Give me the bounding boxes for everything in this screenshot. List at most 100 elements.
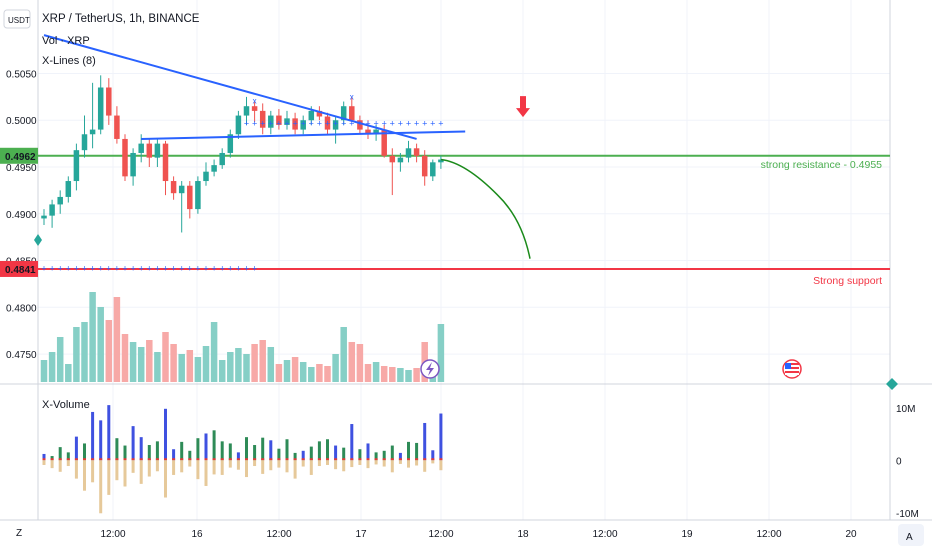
price-badge-label: 0.4962 bbox=[5, 152, 36, 163]
signal-marker: + bbox=[252, 264, 257, 274]
xvolume-mid-tick bbox=[407, 458, 410, 461]
signal-marker: + bbox=[438, 119, 443, 129]
currency-button[interactable]: USDT bbox=[3, 9, 31, 29]
xvolume-mid-tick bbox=[196, 458, 200, 461]
volume-bar bbox=[113, 297, 121, 382]
volume-bar bbox=[186, 350, 194, 382]
xvolume-tick-label: 10M bbox=[896, 404, 915, 415]
a-button-label[interactable]: A bbox=[906, 532, 913, 543]
xvolume-mid-tick bbox=[180, 458, 184, 461]
candle-body bbox=[324, 116, 331, 130]
us-flag-icon[interactable] bbox=[782, 359, 802, 379]
candle-body bbox=[259, 110, 266, 128]
xvolume-up-bar bbox=[342, 447, 346, 461]
xvolume-down-bar bbox=[220, 460, 224, 475]
xvolume-down-bar bbox=[74, 460, 78, 479]
signal-marker: + bbox=[309, 119, 314, 129]
candle-body bbox=[89, 129, 96, 135]
xvolume-up-bar bbox=[358, 449, 362, 461]
xvolume-down-bar bbox=[164, 460, 167, 498]
xvolume-down-bar bbox=[83, 460, 86, 491]
indicator-volume[interactable]: Vol · XRP bbox=[42, 35, 90, 47]
volume-bar bbox=[227, 352, 234, 382]
signal-marker: + bbox=[90, 264, 95, 274]
xvolume-up-bar bbox=[123, 445, 127, 461]
time-tick-label: 17 bbox=[355, 529, 367, 540]
lightning-icon[interactable] bbox=[420, 359, 440, 379]
xvolume-mid-tick bbox=[358, 458, 362, 461]
xvolume-down-bar bbox=[261, 460, 265, 474]
xvolume-mid-tick bbox=[269, 458, 273, 461]
candle-body bbox=[349, 106, 355, 121]
xvolume-mid-tick bbox=[91, 458, 95, 461]
candle-body bbox=[49, 204, 55, 216]
xvolume-mid-tick bbox=[42, 458, 46, 461]
candle-body bbox=[365, 129, 371, 135]
xvolume-down-bar bbox=[382, 460, 386, 467]
xvolume-down-bar bbox=[293, 460, 297, 479]
a-button[interactable]: A bbox=[898, 524, 924, 546]
xvolume-up-bar bbox=[42, 453, 46, 461]
xvolume-up-bar bbox=[164, 408, 167, 461]
xvolume-mid-tick bbox=[58, 458, 62, 461]
xvolume-mid-tick bbox=[50, 458, 54, 461]
signal-marker: + bbox=[236, 264, 241, 274]
signal-marker: + bbox=[122, 264, 127, 274]
signal-marker: + bbox=[74, 264, 79, 274]
volume-bar bbox=[146, 340, 153, 382]
z-button-label[interactable]: Z bbox=[16, 528, 22, 539]
volume-bar bbox=[437, 324, 445, 382]
a-button-frame[interactable] bbox=[898, 524, 924, 546]
indicator-x-lines[interactable]: X-Lines (8) bbox=[42, 55, 96, 67]
signal-marker: + bbox=[98, 264, 103, 274]
xvolume-mid-tick bbox=[317, 458, 321, 461]
volume-bar bbox=[121, 334, 129, 382]
lower-pane-title[interactable]: X-Volume bbox=[42, 399, 90, 411]
down-arrow-icon bbox=[516, 96, 530, 118]
xvolume-down-bar bbox=[236, 460, 240, 470]
volume-bar bbox=[299, 362, 307, 382]
volume-bar bbox=[137, 347, 145, 382]
xvolume-up-bar bbox=[415, 442, 419, 461]
candle-body bbox=[146, 143, 153, 158]
candle-body bbox=[397, 157, 404, 163]
signal-marker: + bbox=[414, 119, 419, 129]
xvolume-mid-tick bbox=[83, 458, 86, 461]
price-tick-label: 0.4900 bbox=[6, 210, 37, 221]
xvolume-down-bar bbox=[390, 460, 394, 473]
xvolume-down-bar bbox=[326, 460, 329, 465]
signal-marker: + bbox=[187, 264, 192, 274]
xvolume-mid-tick bbox=[204, 458, 208, 461]
xvolume-up-bar bbox=[58, 447, 62, 461]
xvolume-up-bar bbox=[196, 438, 200, 461]
volume-bar bbox=[178, 354, 185, 382]
time-tick-label: 12:00 bbox=[428, 529, 453, 540]
volume-bar bbox=[202, 346, 210, 382]
z-button[interactable]: Z bbox=[16, 528, 22, 539]
volume-bar bbox=[40, 360, 48, 382]
xvolume-mid-tick bbox=[99, 458, 103, 461]
xvolume-down-bar bbox=[439, 460, 443, 471]
trendline bbox=[141, 130, 466, 140]
currency-button-label[interactable]: USDT bbox=[8, 16, 30, 25]
collapse-arrow-icon[interactable] bbox=[886, 378, 898, 390]
candle-body bbox=[430, 162, 436, 177]
candle-body bbox=[138, 143, 144, 153]
xvolume-down-bar bbox=[66, 460, 70, 467]
chart-title: XRP / TetherUS, 1h, BINANCE bbox=[42, 13, 200, 25]
xvolume-down-bar bbox=[107, 460, 111, 495]
candle-body bbox=[357, 120, 363, 130]
x-marker: x bbox=[350, 93, 354, 102]
drag-handle-icon[interactable] bbox=[34, 234, 42, 246]
volume-bar bbox=[340, 327, 347, 382]
currency-button-frame[interactable] bbox=[3, 9, 31, 29]
xvolume-up-bar bbox=[228, 443, 232, 461]
candle-body bbox=[170, 181, 177, 194]
xvolume-up-bar bbox=[50, 456, 54, 461]
xvolume-mid-tick bbox=[277, 458, 281, 461]
xvolume-mid-tick bbox=[66, 458, 70, 461]
candle-body bbox=[421, 155, 428, 177]
xvolume-up-bar bbox=[107, 405, 111, 461]
xvolume-up-bar bbox=[220, 441, 224, 461]
